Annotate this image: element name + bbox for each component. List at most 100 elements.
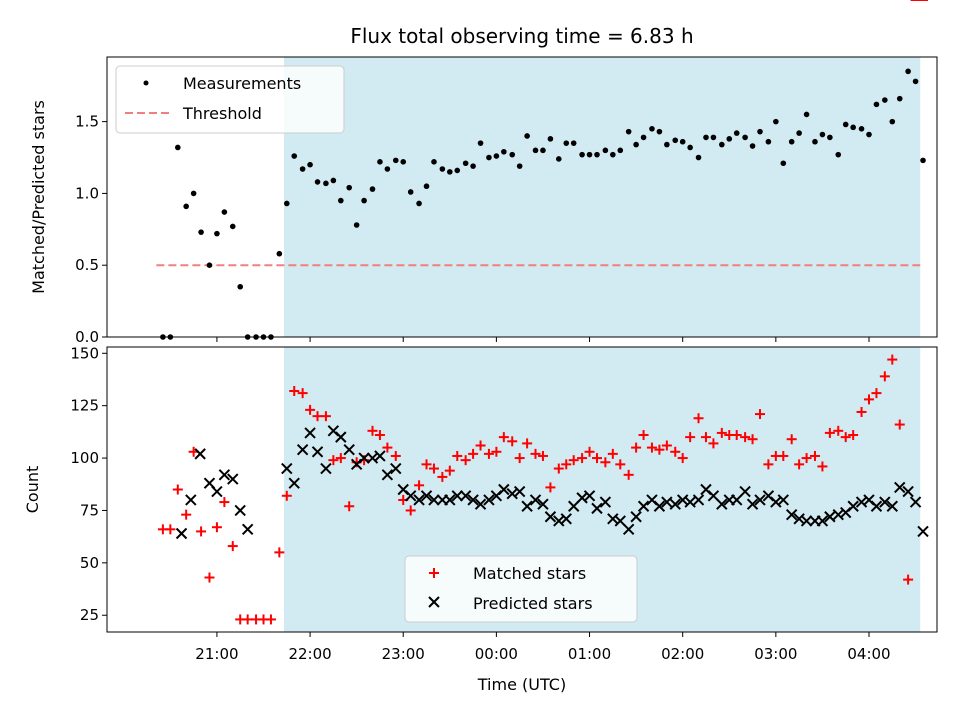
matched-star-point <box>444 465 455 476</box>
matched-star-point <box>833 425 844 436</box>
measurement-point <box>742 134 748 141</box>
predicted-star-point <box>886 500 898 512</box>
matched-star-point <box>475 440 486 451</box>
measurement-point <box>447 169 453 175</box>
measurement-point <box>377 159 383 165</box>
matched-star-point <box>405 505 416 516</box>
matched-star-point <box>545 482 556 493</box>
matched-star-point <box>281 490 292 501</box>
measurement-point <box>174 144 181 151</box>
matched-star-point <box>631 442 642 453</box>
ratio-legend: Measurements Threshold <box>115 65 345 134</box>
matched-star-point <box>382 442 393 453</box>
matched-star-point <box>328 455 339 466</box>
predicted-star-point <box>459 490 472 502</box>
ratio-panel-frame <box>106 56 938 338</box>
matched-star-point <box>320 411 331 422</box>
measurement-point <box>299 166 306 172</box>
measurement-point <box>237 283 244 290</box>
ratio-x-ticks <box>216 337 870 342</box>
matched-star-point <box>755 409 766 420</box>
legend-predicted-label: Predicted stars <box>473 594 593 613</box>
matched-star-point <box>638 430 649 441</box>
matched-star-point <box>196 526 207 537</box>
measurement-point <box>842 121 849 128</box>
measurement-point <box>703 134 709 141</box>
matched-star-point <box>731 430 742 441</box>
y-tick-label: 0.5 <box>75 256 99 274</box>
measurement-point <box>276 250 283 257</box>
count-panel-frame <box>106 346 938 633</box>
measurement-point <box>896 95 903 102</box>
predicted-star-point <box>320 462 332 475</box>
predicted-star-point <box>777 494 790 506</box>
measurement-point <box>656 128 663 135</box>
measurement-point <box>462 160 469 167</box>
measurements-points <box>160 68 926 340</box>
matched-star-point <box>824 427 835 438</box>
measurement-point <box>873 101 880 108</box>
matched-star-point <box>903 574 914 585</box>
measurement-point <box>470 163 476 169</box>
predicted-star-point <box>474 498 487 510</box>
matched-star-point <box>600 457 611 468</box>
y-tick-label: 0.0 <box>75 328 99 346</box>
matched-star-point <box>414 480 425 491</box>
matched-star-point <box>265 614 276 625</box>
legend-measurements-label: Measurements <box>183 74 301 93</box>
measurement-point <box>827 134 833 141</box>
measurement-point <box>540 147 546 154</box>
measurement-point <box>555 156 562 162</box>
predicted-star-point <box>630 511 642 523</box>
predicted-star-point <box>234 504 246 517</box>
measurement-point <box>384 166 391 172</box>
measurement-point <box>400 159 407 165</box>
matched-star-point <box>297 388 308 399</box>
matched-star-point <box>801 453 812 464</box>
predicted-star-point <box>381 469 394 481</box>
measurement-point <box>353 222 360 228</box>
y-tick-label: 25 <box>80 606 99 624</box>
predicted-star-point <box>444 494 456 506</box>
measurement-point <box>330 177 337 184</box>
matched-star-point <box>390 450 401 461</box>
x-tick-label: 04:00 <box>847 645 890 663</box>
legend-matched-marker <box>429 568 439 578</box>
predicted-star-point <box>513 485 526 498</box>
predicted-star-point <box>653 500 666 512</box>
predicted-star-point <box>614 515 626 527</box>
matched-star-point <box>452 450 463 461</box>
legend-measurements-marker <box>143 80 149 86</box>
matched-star-point <box>460 455 471 466</box>
matched-star-point <box>646 442 657 453</box>
predicted-star-point <box>537 498 549 510</box>
matched-star-point <box>887 354 898 365</box>
predicted-star-point <box>816 515 829 527</box>
matched-star-point <box>468 448 479 459</box>
measurement-point <box>640 134 647 141</box>
matched-star-point <box>507 436 518 447</box>
predicted-star-point <box>451 490 463 502</box>
measurement-point <box>579 151 585 158</box>
measurement-point <box>190 190 197 197</box>
measurement-point <box>206 262 213 269</box>
x-tick-label: 23:00 <box>382 645 425 663</box>
predicted-star-point <box>211 485 223 498</box>
predicted-star-point <box>218 469 231 481</box>
predicted-star-point <box>567 500 580 512</box>
matched-stars-points <box>157 0 929 625</box>
y-tick-label: 75 <box>80 501 99 519</box>
matched-star-point <box>591 453 602 464</box>
measurement-point <box>454 167 461 174</box>
predicted-star-point <box>521 500 533 512</box>
measurement-point <box>477 140 484 146</box>
measurement-point <box>431 159 437 165</box>
matched-star-point <box>568 455 579 466</box>
matched-star-point <box>615 459 626 470</box>
predicted-star-point <box>335 431 347 443</box>
measurement-point <box>780 160 787 167</box>
matched-star-point <box>856 406 867 417</box>
predicted-star-point <box>227 473 239 485</box>
measurement-point <box>617 147 624 154</box>
measurement-point <box>889 118 896 125</box>
